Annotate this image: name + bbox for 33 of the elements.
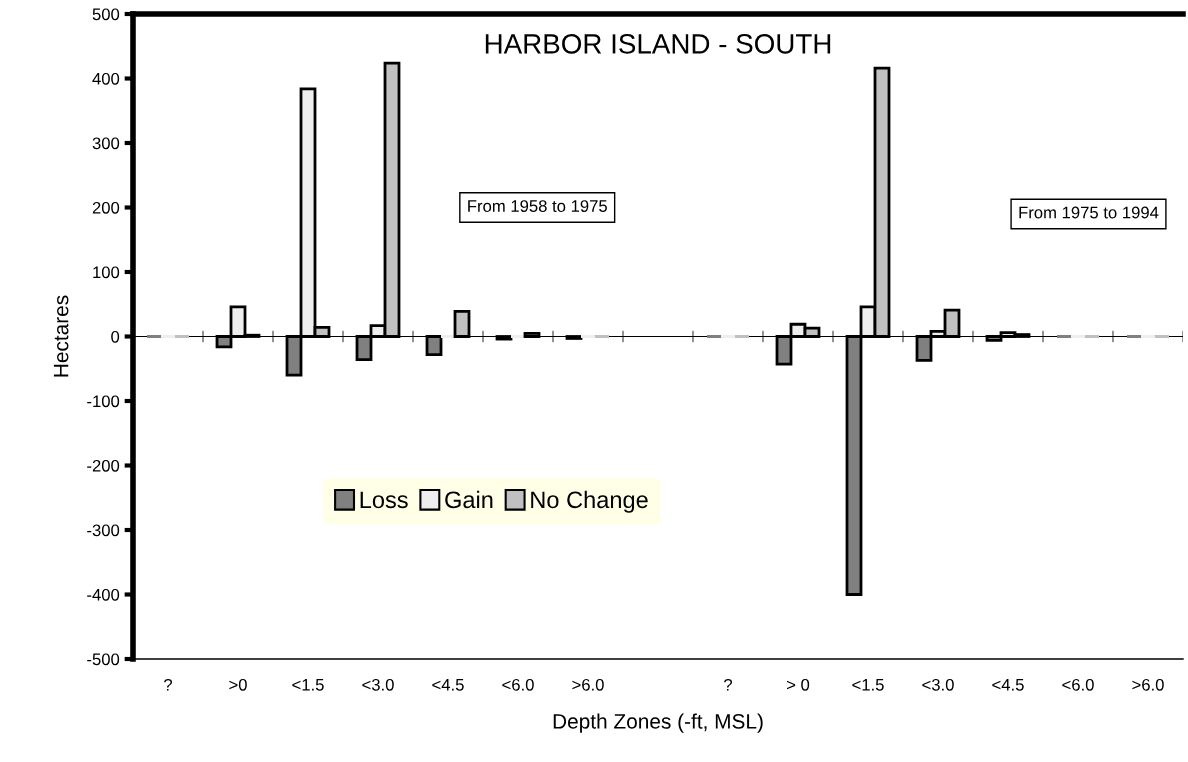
- annotation: From 1958 to 1975: [468, 200, 607, 212]
- x-tick-label: <6.0: [502, 678, 534, 691]
- legend-label: Gain: [445, 490, 493, 509]
- y-tick-label: -400: [87, 588, 120, 601]
- y-tick-label: 200: [92, 201, 120, 214]
- x-tick-label: <3.0: [922, 678, 954, 691]
- legend-label: Loss: [360, 491, 408, 509]
- y-tick-label: 500: [92, 8, 120, 21]
- legend-label: No Change: [531, 490, 648, 513]
- y-tick-label: 400: [92, 72, 120, 85]
- x-tick-label: >0: [229, 678, 247, 691]
- x-axis-title: Depth Zones (-ft, MSL): [553, 713, 763, 733]
- x-tick-label: >6.0: [572, 678, 604, 691]
- x-tick-label: <3.0: [362, 678, 394, 691]
- x-tick-label: ?: [164, 678, 173, 691]
- x-tick-label: >6.0: [1132, 678, 1164, 691]
- y-tick-label: 0: [111, 330, 120, 343]
- y-tick-label: 300: [92, 137, 120, 150]
- x-tick-label: <1.5: [292, 679, 324, 691]
- y-axis-title: Hectares: [53, 295, 69, 377]
- x-tick-label: > 0: [787, 678, 810, 691]
- annotation: From 1975 to 1994: [1019, 206, 1159, 219]
- y-tick-label: 100: [93, 266, 120, 279]
- x-tick-label: <6.0: [1062, 678, 1094, 691]
- y-tick-label: -100: [87, 395, 120, 408]
- text: HARBOR ISLAND - SOUTH: [485, 34, 831, 54]
- x-tick-label: <4.5: [432, 679, 464, 691]
- x-tick-label: <4.5: [992, 679, 1024, 691]
- y-tick-label: -500: [87, 653, 120, 666]
- x-tick-label: <1.5: [852, 679, 884, 691]
- y-tick-label: -300: [87, 524, 120, 537]
- x-tick-label: ?: [724, 678, 733, 691]
- y-tick-label: -200: [87, 459, 120, 472]
